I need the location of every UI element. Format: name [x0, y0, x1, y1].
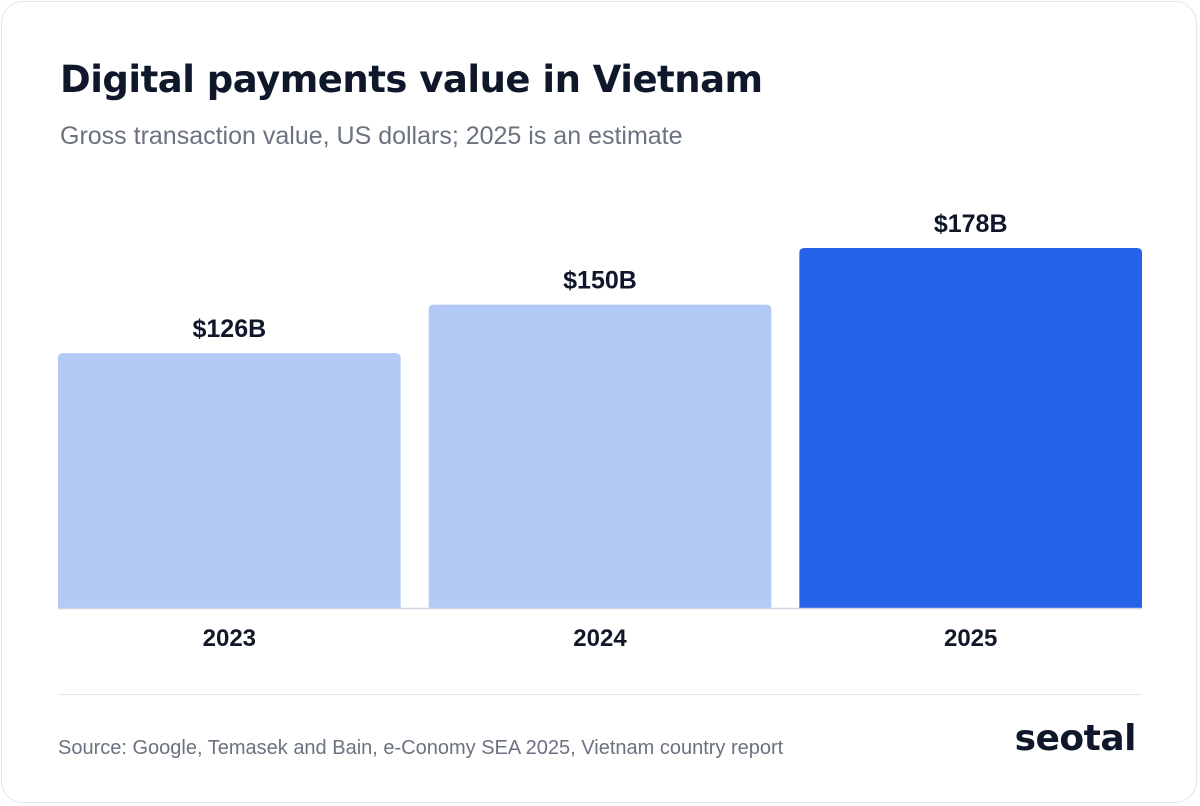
x-tick-2025: 2025	[944, 625, 997, 652]
data-label-2024: $150B	[563, 267, 637, 295]
footer-divider	[58, 694, 1142, 695]
source-note: Source: Google, Temasek and Bain, e-Cono…	[58, 737, 784, 759]
bar-2024	[428, 304, 772, 608]
bar-2023	[58, 353, 401, 608]
x-tick-2023: 2023	[203, 625, 256, 652]
x-tick-2024: 2024	[573, 625, 627, 652]
chart-title: Digital payments value in Vietnam	[60, 58, 763, 101]
data-label-2023: $126B	[192, 315, 266, 343]
brand-logo: seotal	[1014, 718, 1137, 759]
bar-2025	[799, 248, 1142, 608]
chart-subtitle: Gross transaction value, US dollars; 202…	[60, 122, 683, 150]
data-label-2025: $178B	[934, 210, 1008, 238]
